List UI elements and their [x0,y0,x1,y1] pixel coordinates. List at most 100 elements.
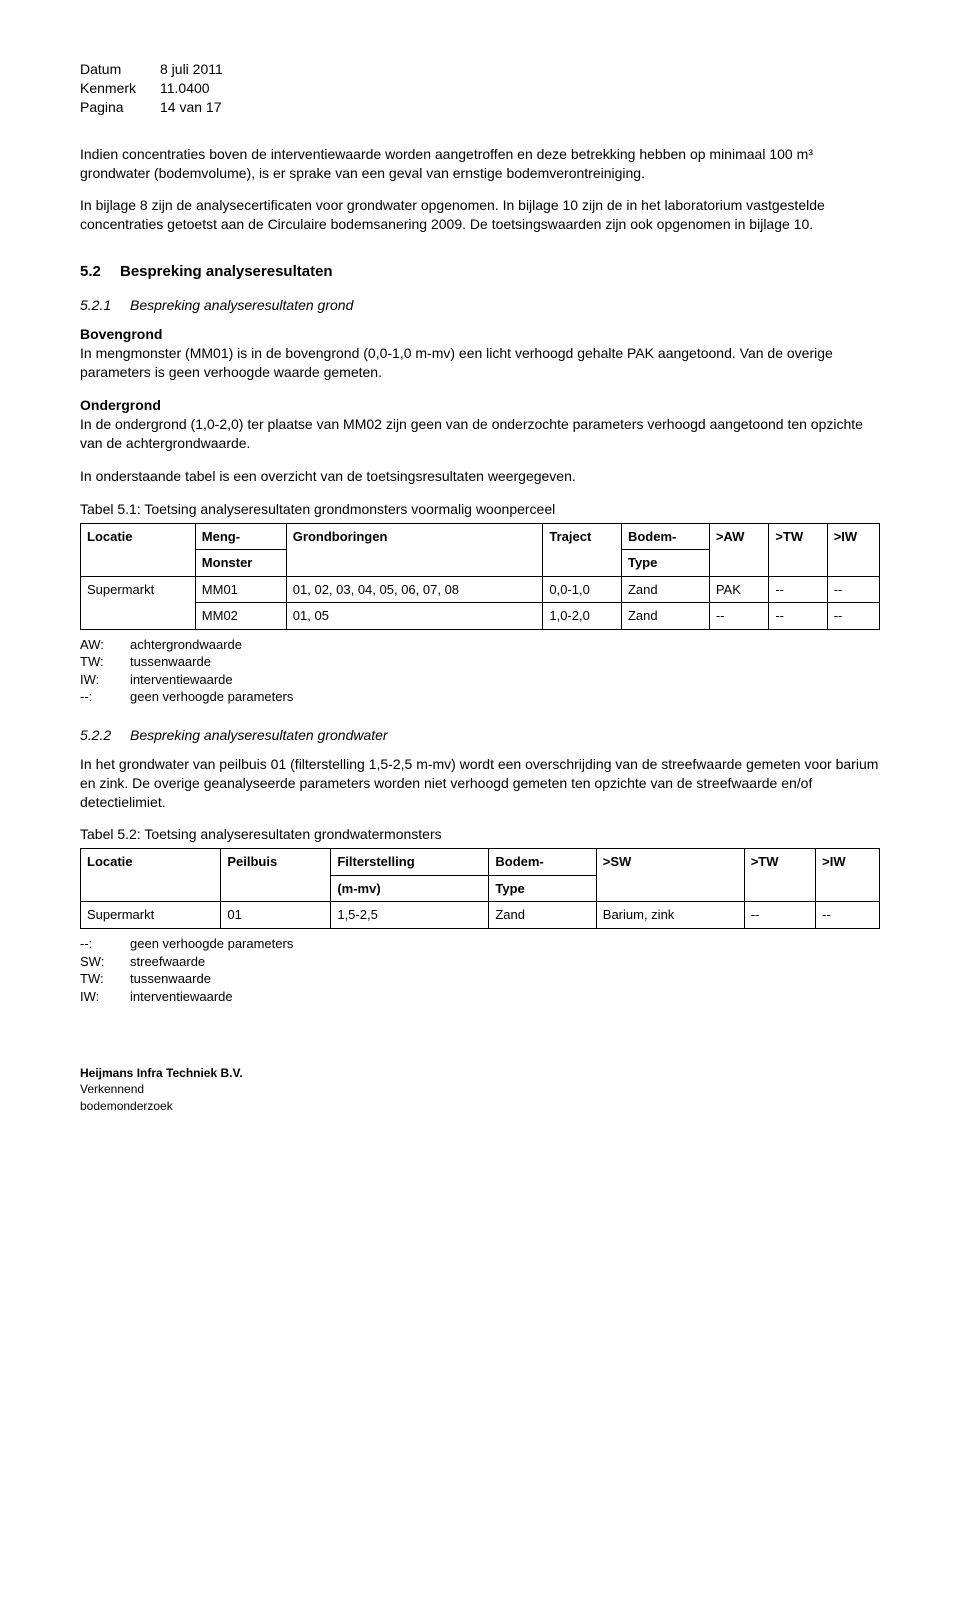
th-meng2: Monster [195,550,286,577]
td: 0,0-1,0 [543,576,622,603]
th-iw: >IW [827,523,879,576]
td: Barium, zink [596,902,744,929]
th-bodem2: Type [489,875,596,902]
table-5-2-caption: Tabel 5.2: Toetsing analyseresultaten gr… [80,825,880,844]
section-5-2-2-num: 5.2.2 [80,726,130,745]
meta-kenmerk-label: Kenmerk [80,79,160,98]
footer-line2: Verkennend [80,1081,880,1097]
legend-key: --: [80,688,130,706]
td: Zand [621,576,709,603]
meta-datum-value: 8 juli 2011 [160,60,223,79]
legend-row: --:geen verhoogde parameters [80,935,880,953]
legend-key: SW: [80,953,130,971]
table-intro: In onderstaande tabel is een overzicht v… [80,467,880,486]
section-5-2-heading: 5.2 Bespreking analyseresultaten [80,262,880,282]
ondergrond-block: Ondergrond In de ondergrond (1,0-2,0) te… [80,396,880,453]
gw-para: In het grondwater van peilbuis 01 (filte… [80,755,880,812]
td: 01, 05 [286,603,543,630]
legend-val: tussenwaarde [130,970,211,988]
legend-key: --: [80,935,130,953]
table-row: Supermarkt MM01 01, 02, 03, 04, 05, 06, … [81,576,880,603]
legend-row: AW:achtergrondwaarde [80,636,880,654]
table-row: MM02 01, 05 1,0-2,0 Zand -- -- -- [81,603,880,630]
td: -- [827,603,879,630]
th-filter1: Filterstelling [331,849,489,876]
th-tw: >TW [744,849,815,902]
th-filter2: (m-mv) [331,875,489,902]
meta-kenmerk-row: Kenmerk 11.0400 [80,79,880,98]
td: Supermarkt [81,902,221,929]
footer: Heijmans Infra Techniek B.V. Verkennend … [80,1065,880,1114]
th-peilbuis: Peilbuis [221,849,331,902]
meta-datum-row: Datum 8 juli 2011 [80,60,880,79]
th-bodem2: Type [621,550,709,577]
td: Supermarkt [81,576,196,629]
legend-row: SW:streefwaarde [80,953,880,971]
th-bodem1: Bodem- [489,849,596,876]
td: -- [769,603,827,630]
table-5-2: Locatie Peilbuis Filterstelling Bodem- >… [80,848,880,929]
legend-val: achtergrondwaarde [130,636,242,654]
th-iw: >IW [816,849,880,902]
legend-row: IW:interventiewaarde [80,671,880,689]
td: -- [744,902,815,929]
legend-row: TW:tussenwaarde [80,970,880,988]
th-bodem1: Bodem- [621,523,709,550]
legend-key: TW: [80,970,130,988]
td: 01, 02, 03, 04, 05, 06, 07, 08 [286,576,543,603]
meta-kenmerk-value: 11.0400 [160,79,210,98]
legend-row: TW:tussenwaarde [80,653,880,671]
td: Zand [621,603,709,630]
section-5-2-1-title: Bespreking analyseresultaten grond [130,296,353,315]
legend-val: interventiewaarde [130,988,233,1006]
td: 01 [221,902,331,929]
td: 1,5-2,5 [331,902,489,929]
footer-line3: bodemonderzoek [80,1098,880,1114]
th-locatie: Locatie [81,849,221,902]
th-traject: Traject [543,523,622,576]
section-5-2-1-heading: 5.2.1 Bespreking analyseresultaten grond [80,296,880,315]
section-5-2-2-title: Bespreking analyseresultaten grondwater [130,726,388,745]
td: MM02 [195,603,286,630]
ondergrond-text: In de ondergrond (1,0-2,0) ter plaatse v… [80,416,863,451]
para-1: Indien concentraties boven de interventi… [80,145,880,183]
th-meng1: Meng- [195,523,286,550]
bovengrond-text: In mengmonster (MM01) is in de bovengron… [80,345,833,380]
td: -- [827,576,879,603]
table-5-1: Locatie Meng- Grondboringen Traject Bode… [80,523,880,630]
legend-val: geen verhoogde parameters [130,935,293,953]
table-5-1-caption: Tabel 5.1: Toetsing analyseresultaten gr… [80,500,880,519]
td: -- [816,902,880,929]
section-5-2-2-heading: 5.2.2 Bespreking analyseresultaten grond… [80,726,880,745]
header-meta: Datum 8 juli 2011 Kenmerk 11.0400 Pagina… [80,60,880,117]
legend-val: geen verhoogde parameters [130,688,293,706]
legend-row: --:geen verhoogde parameters [80,688,880,706]
td: -- [769,576,827,603]
bovengrond-block: Bovengrond In mengmonster (MM01) is in d… [80,325,880,382]
table-row: Locatie Peilbuis Filterstelling Bodem- >… [81,849,880,876]
section-5-2-title: Bespreking analyseresultaten [120,262,333,282]
th-aw: >AW [709,523,768,576]
legend-val: streefwaarde [130,953,205,971]
meta-datum-label: Datum [80,60,160,79]
legend-key: TW: [80,653,130,671]
ondergrond-heading: Ondergrond [80,397,161,413]
section-5-2-num: 5.2 [80,262,120,282]
table-row: Locatie Meng- Grondboringen Traject Bode… [81,523,880,550]
para-2: In bijlage 8 zijn de analysecertificaten… [80,196,880,234]
td: PAK [709,576,768,603]
td: MM01 [195,576,286,603]
table-row: Supermarkt 01 1,5-2,5 Zand Barium, zink … [81,902,880,929]
legend-row: IW:interventiewaarde [80,988,880,1006]
legend-1: AW:achtergrondwaarde TW:tussenwaarde IW:… [80,636,880,706]
td: -- [709,603,768,630]
meta-pagina-value: 14 van 17 [160,98,222,117]
legend-val: tussenwaarde [130,653,211,671]
th-tw: >TW [769,523,827,576]
legend-key: IW: [80,671,130,689]
footer-line1: Heijmans Infra Techniek B.V. [80,1065,880,1081]
th-sw: >SW [596,849,744,902]
td: 1,0-2,0 [543,603,622,630]
th-locatie: Locatie [81,523,196,576]
legend-key: AW: [80,636,130,654]
